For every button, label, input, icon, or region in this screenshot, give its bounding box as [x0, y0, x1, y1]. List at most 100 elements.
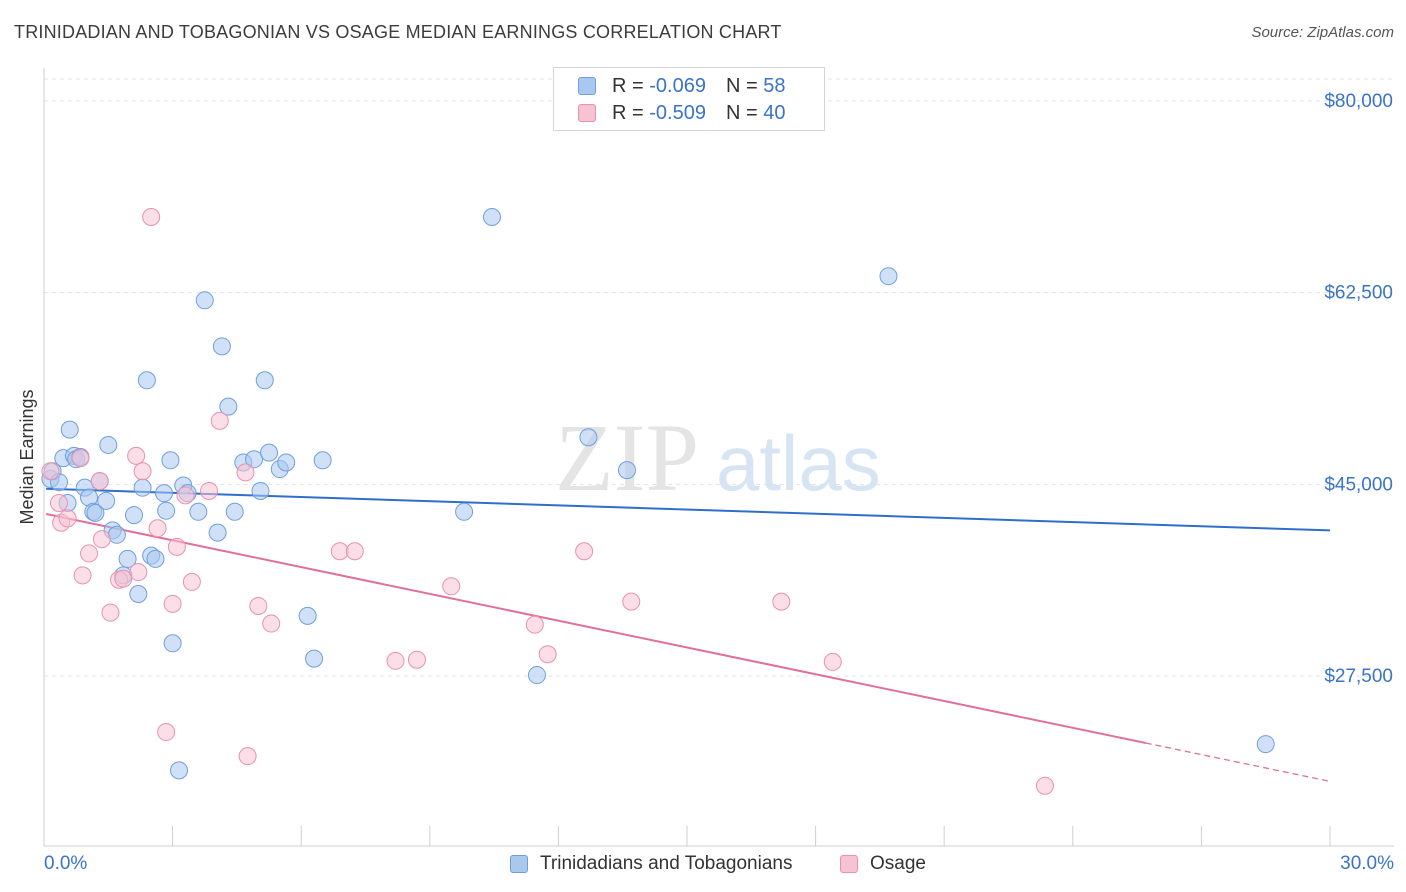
point-osage: [127, 446, 146, 465]
x-tick-label-min: 0.0%: [44, 853, 87, 874]
point-trinidadian: [60, 420, 79, 439]
point-osage: [249, 597, 268, 616]
point-osage: [182, 572, 201, 591]
point-trinidadian: [133, 478, 152, 497]
point-trinidadian: [1256, 735, 1275, 754]
point-osage: [133, 462, 152, 481]
r-value: -0.069: [649, 74, 706, 97]
correlation-legend: R = -0.069 N = 58 R = -0.509 N = 40: [553, 67, 825, 131]
n-label: N =: [725, 74, 764, 97]
chart-title: TRINIDADIAN AND TOBAGONIAN VS OSAGE MEDI…: [14, 22, 782, 42]
r-value: -0.509: [649, 101, 706, 124]
point-trinidadian: [125, 506, 144, 525]
point-osage: [92, 530, 111, 549]
point-trinidadian: [161, 451, 180, 470]
point-osage: [330, 542, 349, 561]
point-trinidadian: [260, 443, 279, 462]
point-trinidadian: [879, 267, 898, 286]
y-tick-label: $27,500: [1324, 666, 1393, 687]
r-label: R =: [612, 101, 650, 124]
point-trinidadian: [455, 502, 474, 521]
point-trinidadian: [305, 649, 324, 668]
point-osage: [80, 544, 99, 563]
point-trinidadian: [146, 549, 165, 568]
legend-row-trinidadian: R = -0.069 N = 58: [578, 74, 785, 98]
n-value: 40: [763, 101, 786, 124]
trend-line-osage-extension: [1145, 742, 1331, 782]
point-trinidadian: [245, 450, 264, 469]
point-trinidadian: [251, 481, 270, 500]
source-label: Source: ZipAtlas.com: [1251, 24, 1394, 41]
y-tick-label: $80,000: [1324, 91, 1393, 112]
point-trinidadian: [157, 501, 176, 520]
y-axis-labels: $27,500 $45,000 $62,500 $80,000: [1324, 91, 1393, 687]
point-trinidadian: [298, 606, 317, 625]
point-trinidadian: [212, 337, 231, 356]
axes: [43, 68, 1394, 847]
y-tick-label: $45,000: [1324, 474, 1393, 495]
point-osage: [407, 650, 426, 669]
point-osage: [163, 594, 182, 613]
point-osage: [238, 747, 257, 766]
point-osage: [210, 411, 229, 430]
point-osage: [622, 592, 641, 611]
legend-label: Trinidadians and Tobagonians: [540, 853, 793, 874]
point-osage: [442, 577, 461, 596]
point-osage: [345, 542, 364, 561]
bottom-legend-osage: Osage: [840, 852, 926, 876]
point-trinidadian: [129, 584, 148, 603]
point-osage: [575, 542, 594, 561]
point-trinidadian: [99, 435, 118, 454]
point-osage: [176, 486, 195, 505]
point-trinidadian: [155, 484, 174, 503]
x-axis-ticks: [43, 826, 1331, 846]
legend-swatch-blue: [510, 855, 528, 873]
point-trinidadian: [86, 503, 105, 522]
point-osage: [50, 494, 69, 513]
point-trinidadian: [208, 523, 227, 542]
point-osage: [129, 563, 148, 582]
point-trinidadian: [137, 371, 156, 390]
trend-line-osage: [45, 513, 1146, 744]
point-osage: [262, 614, 281, 633]
watermark-atlas: atlas: [716, 419, 881, 507]
point-osage: [73, 566, 92, 585]
watermark-zip: ZIP: [555, 404, 699, 511]
point-osage: [41, 462, 60, 481]
point-osage: [538, 645, 557, 664]
point-osage: [823, 652, 842, 671]
bottom-legend-trinidadian: Trinidadians and Tobagonians: [510, 852, 792, 876]
point-osage: [200, 481, 219, 500]
point-osage: [58, 509, 77, 528]
legend-swatch-pink: [840, 855, 858, 873]
point-trinidadian: [255, 371, 274, 390]
point-osage: [1035, 776, 1054, 795]
point-trinidadian: [97, 491, 116, 510]
point-trinidadian: [482, 208, 501, 227]
point-osage: [90, 472, 109, 491]
point-osage: [772, 592, 791, 611]
point-osage: [386, 651, 405, 670]
x-tick-label-max: 30.0%: [1340, 853, 1394, 874]
point-trinidadian: [189, 502, 208, 521]
point-osage: [114, 569, 133, 588]
point-osage: [142, 208, 161, 227]
grid-lines: [44, 78, 1394, 677]
point-osage: [71, 449, 90, 468]
legend-swatch-blue: [578, 77, 596, 95]
y-tick-label: $62,500: [1324, 283, 1393, 304]
point-osage: [525, 615, 544, 634]
point-trinidadian: [225, 502, 244, 521]
point-trinidadian: [617, 461, 636, 480]
legend-row-osage: R = -0.509 N = 40: [578, 101, 785, 125]
point-trinidadian: [313, 451, 332, 470]
legend-label: Osage: [870, 853, 926, 874]
point-osage: [101, 603, 120, 622]
point-osage: [167, 537, 186, 556]
point-trinidadian: [527, 666, 546, 685]
point-trinidadian: [277, 453, 296, 472]
watermark: ZIP atlas: [555, 404, 881, 511]
point-osage: [157, 723, 176, 742]
legend-swatch-pink: [578, 104, 596, 122]
point-trinidadian: [118, 549, 137, 568]
